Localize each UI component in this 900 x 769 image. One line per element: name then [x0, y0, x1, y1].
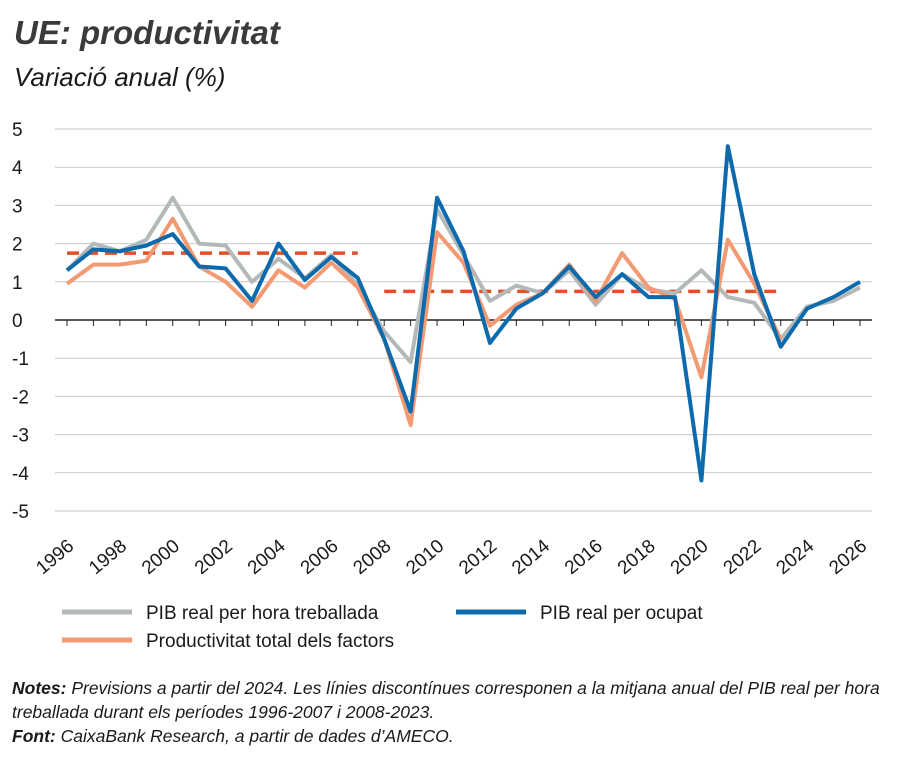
x-tick-label: 2012	[455, 536, 501, 579]
y-tick-label: 5	[12, 120, 23, 141]
x-tick-label: 1998	[85, 536, 131, 579]
notes-label: Notes:	[12, 678, 67, 698]
legend-label: PIB real per ocupat	[540, 603, 703, 624]
legend-label: Productivitat total dels factors	[146, 631, 394, 652]
x-tick-label: 2010	[402, 536, 448, 579]
source-text: CaixaBank Research, a partir de dades d’…	[60, 726, 454, 746]
y-tick-label: 3	[12, 196, 23, 217]
notes: Notes: Previsions a partir del 2024. Les…	[12, 676, 882, 748]
series-line	[65, 216, 783, 428]
series-line	[65, 144, 862, 483]
x-tick-label: 2022	[720, 536, 766, 579]
y-tick-label: -1	[12, 349, 29, 370]
chart-title: UE: productivitat	[14, 14, 280, 51]
y-tick-label: -2	[12, 387, 29, 408]
x-tick-label: 2026	[825, 536, 871, 579]
source-label: Font:	[12, 726, 56, 746]
x-tick-label: 2024	[772, 535, 818, 579]
y-tick-label: 2	[12, 235, 23, 256]
y-tick-label: -3	[12, 426, 29, 447]
y-tick-label: 0	[12, 311, 23, 332]
x-tick-label: 2016	[561, 536, 607, 579]
y-tick-label: 4	[12, 158, 23, 179]
legend-label: PIB real per hora treballada	[146, 603, 379, 624]
x-tick-label: 2008	[350, 536, 396, 579]
x-tick-label: 2014	[508, 535, 554, 579]
y-tick-label: -5	[12, 502, 29, 523]
x-tick-label: 2002	[191, 536, 237, 579]
y-tick-label: 1	[12, 273, 23, 294]
x-tick-label: 2020	[667, 536, 713, 579]
x-tick-label: 2000	[138, 536, 184, 579]
x-tick-label: 2018	[614, 536, 660, 579]
x-tick-label: 2004	[244, 535, 290, 579]
series-line	[65, 195, 861, 365]
x-tick-label: 1996	[32, 536, 78, 579]
notes-text: Previsions a partir del 2024. Les línies…	[12, 678, 880, 722]
chart-subtitle: Variació anual (%)	[14, 62, 226, 92]
x-tick-label: 2006	[297, 536, 343, 579]
y-tick-label: -4	[12, 464, 29, 485]
